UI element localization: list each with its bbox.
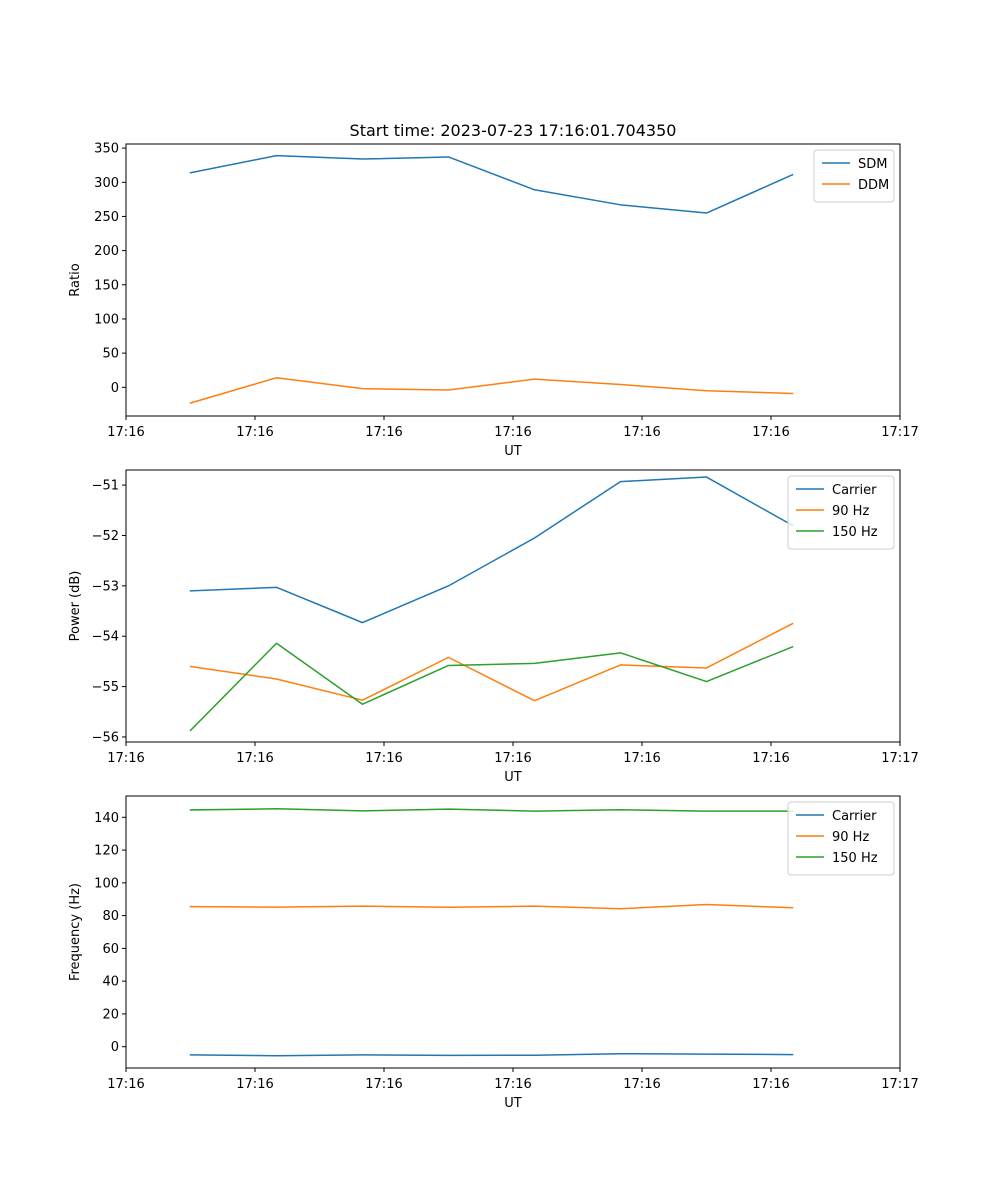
chart-panel-2: 17:16 17:16 17:16 17:16 17:16 17:16 17:17 −56 −5…: [68, 469, 919, 785]
y-tick-label: 150: [94, 278, 119, 293]
legend-label-150-hz: 150 Hz: [832, 525, 878, 540]
y-tick-label: 250: [94, 210, 119, 225]
series-line-sdm: [189, 154, 794, 214]
x-axis-label: UT: [504, 770, 522, 785]
x-tick-label: 17:17: [881, 751, 918, 766]
x-tick-label: 17:17: [881, 425, 918, 440]
legend-label-ddm: DDM: [858, 178, 889, 193]
legend-label-carrier: Carrier: [832, 809, 877, 824]
x-tick-label: 17:16: [494, 751, 531, 766]
y-tick-label: 100: [94, 876, 119, 891]
x-tick-label: 17:17: [881, 1077, 918, 1092]
y-tick-label: 350: [94, 142, 119, 157]
x-tick-label: 17:16: [107, 751, 144, 766]
x-tick-label: 17:16: [623, 1077, 660, 1092]
x-tick-label: 17:16: [752, 1077, 789, 1092]
y-tick-label: 0: [111, 381, 119, 396]
chart-panel-1: 17:16 17:16 17:16 17:16 17:16 17:16 17:17 0 50 10…: [68, 142, 919, 459]
y-tick-label: −53: [92, 579, 119, 594]
x-tick-label: 17:16: [494, 425, 531, 440]
x-tick-label: 17:16: [236, 425, 273, 440]
chart-panel-3: 17:16 17:16 17:16 17:16 17:16 17:16 17:17 0 20 40…: [68, 795, 919, 1111]
series-line-90-hz: [189, 903, 794, 910]
legend-label-90-hz: 90 Hz: [832, 830, 869, 845]
x-tick-label: 17:16: [623, 751, 660, 766]
figure-title: Start time: 2023-07-23 17:16:01.704350: [350, 121, 677, 140]
x-tick-label: 17:16: [107, 1077, 144, 1092]
x-tick-label: 17:16: [236, 751, 273, 766]
y-tick-label: 50: [102, 347, 119, 362]
series-line-90-hz: [189, 622, 794, 702]
x-tick-label: 17:16: [752, 425, 789, 440]
y-tick-label: −55: [92, 680, 119, 695]
x-tick-label: 17:16: [365, 751, 402, 766]
y-axis-label: Ratio: [68, 263, 83, 296]
y-tick-label: −56: [92, 730, 119, 745]
legend-label-150-hz: 150 Hz: [832, 851, 878, 866]
y-tick-label: 120: [94, 844, 119, 859]
y-axis-label: Frequency (Hz): [68, 883, 83, 981]
y-tick-label: 0: [111, 1040, 119, 1055]
x-tick-label: 17:16: [365, 425, 402, 440]
y-tick-label: 60: [102, 942, 119, 957]
series-line-150-hz: [189, 808, 794, 812]
y-tick-label: 140: [94, 811, 119, 826]
legend: Carrier 90 Hz 150 Hz: [787, 475, 895, 550]
legend-label-sdm: SDM: [858, 157, 887, 172]
y-axis-label: Power (dB): [68, 571, 83, 642]
legend: Carrier 90 Hz 150 Hz: [787, 801, 895, 876]
legend-label-90-hz: 90 Hz: [832, 504, 869, 519]
series-line-carrier: [189, 476, 794, 624]
y-tick-label: −51: [92, 479, 119, 494]
y-tick-label: 100: [94, 312, 119, 327]
series-line-ddm: [189, 376, 794, 404]
series-line-carrier: [189, 1052, 794, 1057]
x-tick-label: 17:16: [623, 425, 660, 440]
x-axis-label: UT: [504, 1096, 522, 1111]
y-tick-label: 200: [94, 244, 119, 259]
panels: 17:16 17:16 17:16 17:16 17:16 17:16 17:17 0 50 10…: [68, 142, 919, 1111]
legend-label-carrier: Carrier: [832, 483, 877, 498]
x-tick-label: 17:16: [494, 1077, 531, 1092]
y-tick-label: −54: [92, 630, 119, 645]
x-tick-label: 17:16: [236, 1077, 273, 1092]
y-tick-label: −52: [92, 529, 119, 544]
x-tick-label: 17:16: [107, 425, 144, 440]
y-tick-label: 40: [102, 975, 119, 990]
x-tick-label: 17:16: [752, 751, 789, 766]
x-tick-label: 17:16: [365, 1077, 402, 1092]
legend: SDM DDM: [813, 149, 895, 203]
y-tick-label: 300: [94, 176, 119, 191]
y-tick-label: 20: [102, 1007, 119, 1022]
x-axis-label: UT: [504, 444, 522, 459]
series-line-150-hz: [189, 642, 794, 732]
y-tick-label: 80: [102, 909, 119, 924]
